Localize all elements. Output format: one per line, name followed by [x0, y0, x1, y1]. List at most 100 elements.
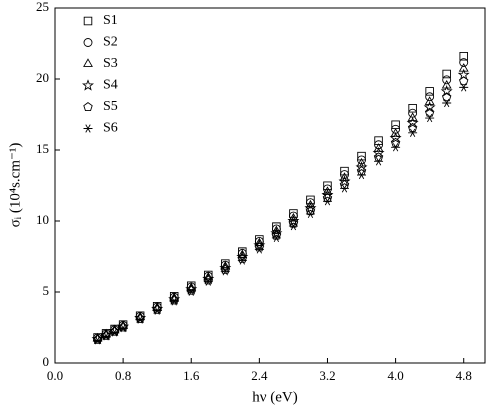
data-point	[101, 332, 111, 341]
data-point	[356, 157, 367, 167]
x-tick-label: 0.0	[47, 368, 63, 383]
data-point	[407, 122, 418, 132]
data-point	[441, 79, 452, 89]
data-point	[186, 285, 196, 295]
data-point	[254, 245, 264, 254]
data-point	[271, 225, 282, 235]
data-point	[338, 175, 351, 187]
legend-label: S6	[103, 121, 118, 136]
data-point	[408, 108, 418, 118]
legend-marker	[83, 102, 93, 112]
data-point	[203, 271, 214, 281]
data-point	[322, 197, 332, 206]
data-point	[288, 218, 299, 228]
y-tick-label: 15	[36, 141, 49, 156]
data-point	[306, 198, 315, 208]
data-point	[340, 184, 349, 193]
legend-marker	[83, 124, 93, 133]
data-point	[408, 104, 417, 113]
data-point	[110, 328, 120, 337]
data-point	[459, 52, 468, 61]
data-point	[203, 275, 213, 285]
x-axis-label: hν (eV)	[252, 389, 298, 405]
data-point	[237, 253, 248, 263]
data-point	[357, 170, 367, 180]
data-point	[253, 239, 266, 251]
data-point	[152, 306, 162, 315]
legend-marker	[83, 16, 93, 26]
data-point	[458, 63, 469, 72]
x-tick-label: 3.2	[319, 368, 335, 383]
data-point	[391, 143, 401, 152]
data-point	[287, 214, 300, 227]
y-tick-label: 20	[36, 70, 49, 85]
plot-frame	[54, 7, 486, 364]
data-point	[391, 120, 400, 129]
data-point	[424, 107, 435, 117]
data-point	[270, 227, 283, 239]
data-point	[219, 261, 232, 274]
data-point	[152, 304, 162, 314]
data-point	[237, 256, 247, 265]
data-point	[118, 323, 128, 333]
data-point	[322, 186, 333, 195]
data-point	[305, 199, 316, 209]
data-point	[254, 242, 265, 252]
data-point	[237, 249, 248, 259]
data-point	[440, 85, 453, 97]
data-point	[459, 83, 469, 92]
data-point	[236, 250, 249, 263]
data-point	[271, 230, 282, 240]
legend-label: S1	[103, 13, 118, 28]
data-point	[424, 96, 435, 105]
data-point	[288, 221, 298, 231]
data-point	[459, 76, 469, 86]
data-point	[92, 334, 103, 344]
data-point	[441, 92, 452, 102]
data-point	[254, 237, 265, 247]
legend-label: S3	[103, 56, 118, 71]
y-tick-label: 0	[43, 354, 50, 369]
data-point	[220, 264, 231, 274]
data-point	[135, 315, 145, 324]
legend-marker	[83, 58, 93, 67]
y-tick-label: 5	[43, 283, 50, 298]
legend-marker	[83, 38, 93, 47]
data-point	[203, 277, 213, 286]
data-point	[186, 282, 197, 292]
data-point	[423, 101, 436, 113]
data-point	[372, 146, 385, 159]
data-point	[390, 128, 401, 137]
data-point	[373, 143, 384, 152]
data-point	[288, 212, 299, 222]
y-tick-label: 25	[36, 0, 49, 14]
data-point	[169, 297, 179, 306]
data-point	[101, 330, 111, 340]
legend-marker	[82, 79, 94, 91]
data-point	[135, 313, 145, 323]
x-tick-label: 0.8	[115, 368, 131, 383]
legend-label: S4	[103, 78, 118, 93]
data-point	[442, 75, 452, 85]
legend-label: S5	[103, 99, 118, 114]
data-point	[425, 92, 435, 102]
data-point	[305, 209, 315, 219]
data-point	[374, 157, 384, 166]
legend-label: S2	[103, 35, 118, 50]
data-point	[271, 233, 281, 243]
x-tick-label: 1.6	[183, 368, 200, 383]
data-point	[407, 112, 418, 121]
data-point	[93, 336, 103, 345]
y-tick-label: 10	[36, 212, 49, 227]
data-point	[406, 116, 419, 129]
data-point	[186, 287, 196, 296]
x-tick-label: 2.4	[251, 368, 268, 383]
data-point	[355, 161, 368, 173]
data-point	[408, 128, 418, 137]
data-point	[442, 98, 452, 108]
data-point	[118, 322, 128, 332]
data-point	[109, 326, 120, 336]
data-point	[220, 267, 230, 276]
data-point	[169, 295, 179, 305]
data-point	[321, 188, 334, 201]
